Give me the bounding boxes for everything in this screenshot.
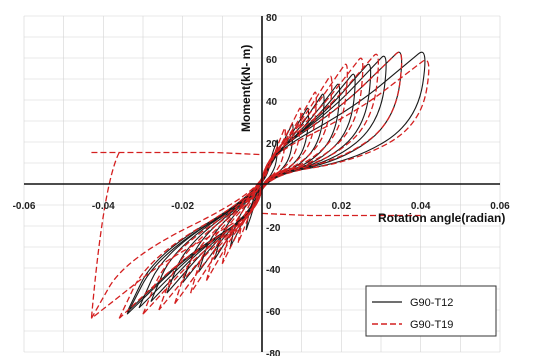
x-tick-label: -0.06 — [13, 201, 36, 212]
hysteresis-loop — [189, 75, 333, 294]
y-tick-label: -20 — [266, 223, 281, 234]
y-axis-label: Moment(kN- m) — [239, 45, 253, 132]
legend-box — [365, 285, 497, 337]
chart-curves — [90, 51, 430, 319]
x-tick-label: 0 — [266, 201, 272, 212]
series-g90-t19 — [90, 51, 430, 319]
y-tick-label: -40 — [266, 265, 281, 276]
x-tick-label: 0.04 — [411, 201, 431, 212]
yield-branch — [90, 152, 120, 319]
x-tick-label: -0.02 — [171, 201, 194, 212]
hysteresis-loop — [158, 57, 364, 311]
y-tick-label: -80 — [266, 349, 281, 356]
legend-label-g90-t12: G90-T12 — [410, 297, 453, 309]
hysteresis-loop — [174, 63, 348, 305]
hysteresis-loop — [90, 59, 430, 319]
y-tick-label: 80 — [266, 13, 278, 24]
hysteresis-loop — [205, 91, 317, 281]
chart-axes — [24, 16, 500, 352]
hysteresis-loop — [118, 51, 403, 319]
y-tick-label: 40 — [266, 97, 278, 108]
y-tick-label: 20 — [266, 139, 278, 150]
x-tick-label: 0.02 — [332, 201, 352, 212]
yield-plateau — [261, 212, 421, 217]
x-tick-label: 0.06 — [490, 201, 510, 212]
y-tick-label: -60 — [266, 307, 281, 318]
x-tick-label: -0.04 — [92, 201, 115, 212]
chart-tick-labels: -0.06 -0.04 -0.02 0 0.02 0.04 0.06 -80 -60 -40 -20… — [13, 13, 511, 356]
legend: G90-T12 G90-T19 — [365, 285, 497, 337]
legend-label-g90-t19: G90-T19 — [410, 319, 453, 331]
y-tick-label: 60 — [266, 55, 278, 66]
yield-plateau — [91, 151, 263, 156]
x-axis-label: Rotation angle(radian) — [378, 211, 505, 225]
